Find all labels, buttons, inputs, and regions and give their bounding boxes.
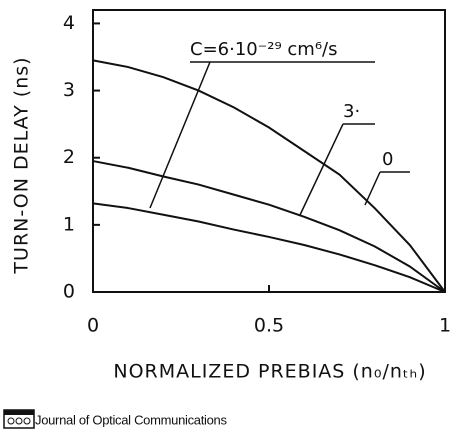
curve-label: 3· (343, 101, 360, 122)
y-tick-label: 1 (63, 213, 75, 235)
leaders (149, 61, 410, 216)
source: Journal of Optical Communications (35, 412, 227, 427)
curve-label: 0 (382, 149, 393, 170)
y-tick-label: 3 (63, 79, 75, 101)
curve (92, 202, 446, 293)
y-tick-label: 0 (63, 281, 75, 303)
x-tick-label: 1 (439, 315, 451, 337)
y-tick-label: 2 (63, 146, 75, 168)
y-tick-label: 4 (63, 12, 75, 34)
x-tick-label: 0 (87, 315, 99, 337)
curve (92, 59, 446, 293)
curve (92, 160, 446, 293)
x-axis-label: NORMALIZED PREBIAS (n₀/nₜₕ) (113, 361, 426, 383)
curve-label: C=6·10⁻²⁹ cm⁶/s (190, 39, 337, 60)
source-logo (3, 409, 35, 429)
y-axis-label: TURN-ON DELAY (ns) (11, 56, 33, 274)
x-tick-label: 0.5 (254, 315, 284, 337)
